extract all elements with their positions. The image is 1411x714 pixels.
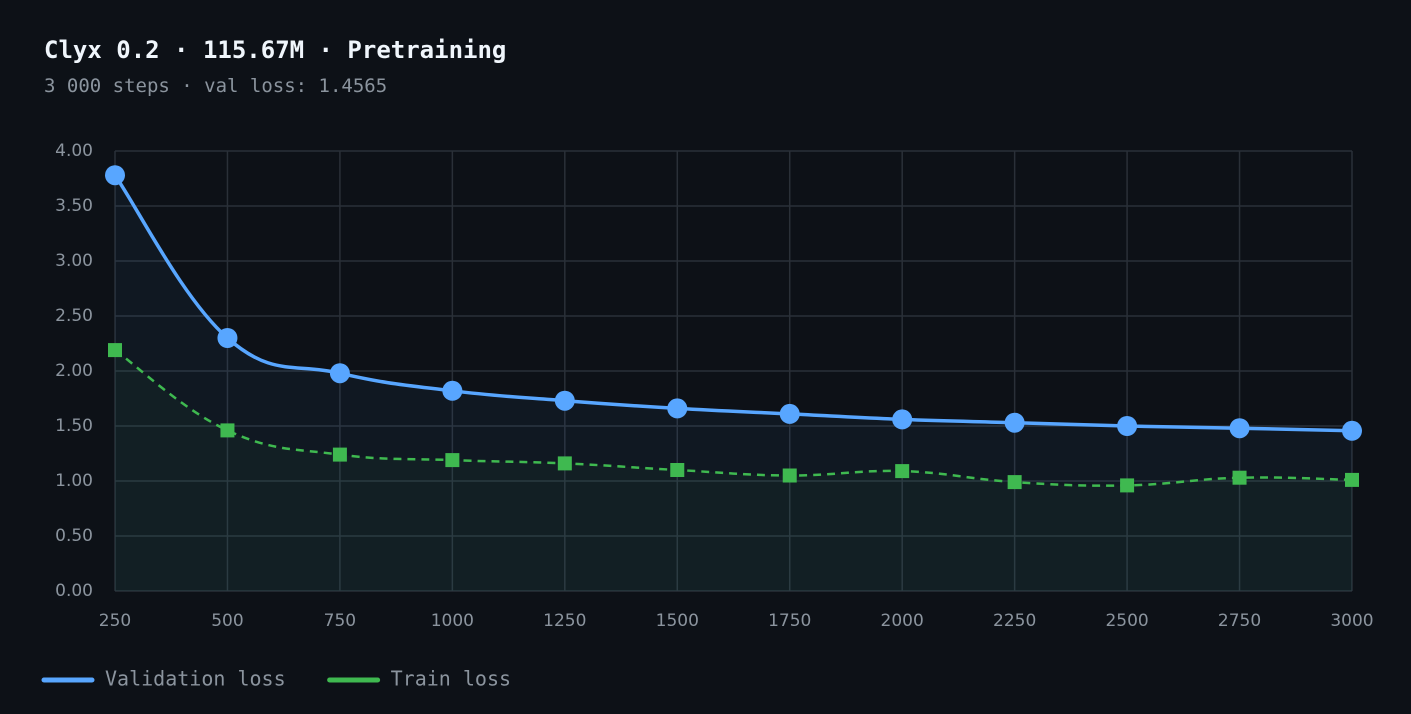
x-tick-label: 2500 [1105,611,1148,631]
x-tick-label: 2000 [881,611,924,631]
x-tick-label: 1750 [768,611,811,631]
y-tick-label: 3.50 [55,196,93,216]
point [554,390,575,411]
point [557,456,572,471]
x-tick-label: 750 [324,611,356,631]
x-tick-label: 500 [211,611,243,631]
y-tick-label: 2.00 [55,361,93,381]
point [895,464,910,479]
point [329,363,350,384]
legend-label: Train loss [391,667,511,691]
y-tick-label: 0.50 [55,526,93,546]
chart-title: Clyx 0.2 · 115.67M · Pretraining [44,36,506,64]
point [220,423,235,438]
point [779,403,800,424]
y-tick-label: 1.00 [55,471,93,491]
x-tick-label: 1500 [656,611,699,631]
point [332,447,347,462]
point [782,468,797,483]
y-tick-label: 0.00 [55,581,93,601]
point [1342,420,1362,441]
x-tick-label: 2750 [1218,611,1261,631]
y-tick-label: 4.00 [55,141,93,161]
x-tick-label: 3000 [1330,611,1373,631]
point [217,328,238,348]
x-tick-label: 1250 [543,611,586,631]
point [1232,470,1247,485]
point [1117,416,1138,436]
x-tick-label: 1000 [431,611,474,631]
point [1007,475,1022,490]
point [1229,418,1250,439]
x-tick-label: 250 [99,611,131,631]
y-tick-label: 1.50 [55,416,93,436]
point [892,409,913,430]
point [667,398,688,419]
point [105,165,125,186]
area [115,350,1352,591]
chart-subtitle: 3 000 steps · val loss: 1.4565 [44,75,387,97]
line [114,349,1353,487]
legend-label: Validation loss [105,667,286,691]
x-tick-label: 2250 [993,611,1036,631]
point [670,463,685,477]
area [115,175,1352,591]
point [1004,412,1025,433]
point [1345,472,1359,487]
point [442,380,463,401]
y-tick-label: 3.00 [55,251,93,271]
point [1120,478,1135,493]
y-tick-label: 2.50 [55,306,93,326]
point [108,343,122,358]
point [445,453,460,468]
